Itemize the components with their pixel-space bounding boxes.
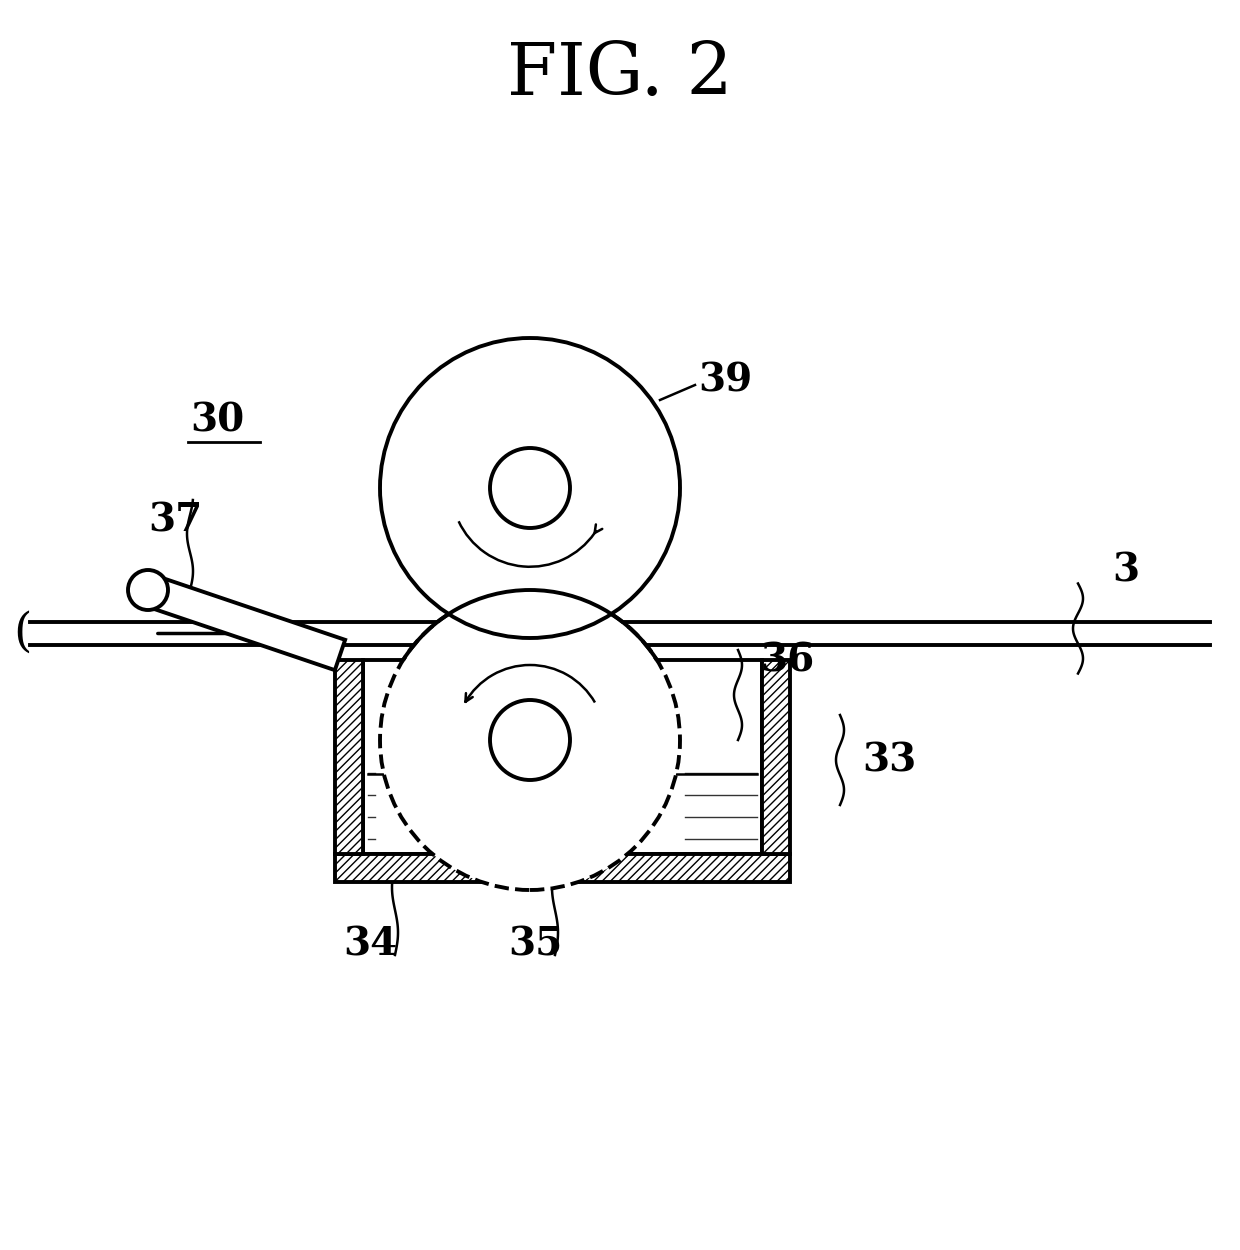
Text: 36: 36	[760, 641, 815, 679]
Text: 34: 34	[343, 926, 397, 964]
Text: 35: 35	[508, 926, 562, 964]
Text: FIG. 2: FIG. 2	[507, 40, 733, 110]
Bar	[363, 660, 763, 854]
Circle shape	[379, 338, 680, 638]
Circle shape	[379, 590, 680, 890]
Circle shape	[490, 448, 570, 528]
Bar	[763, 660, 790, 854]
Circle shape	[128, 570, 167, 610]
Bar	[335, 854, 790, 882]
Circle shape	[490, 700, 570, 780]
Text: 30: 30	[190, 402, 244, 440]
Text: 3: 3	[1112, 551, 1140, 589]
Polygon shape	[143, 575, 345, 670]
Text: 39: 39	[698, 361, 753, 399]
Text: 33: 33	[862, 741, 916, 779]
Bar	[335, 660, 363, 854]
Text: 37: 37	[148, 501, 202, 539]
Text: (: (	[12, 611, 31, 656]
